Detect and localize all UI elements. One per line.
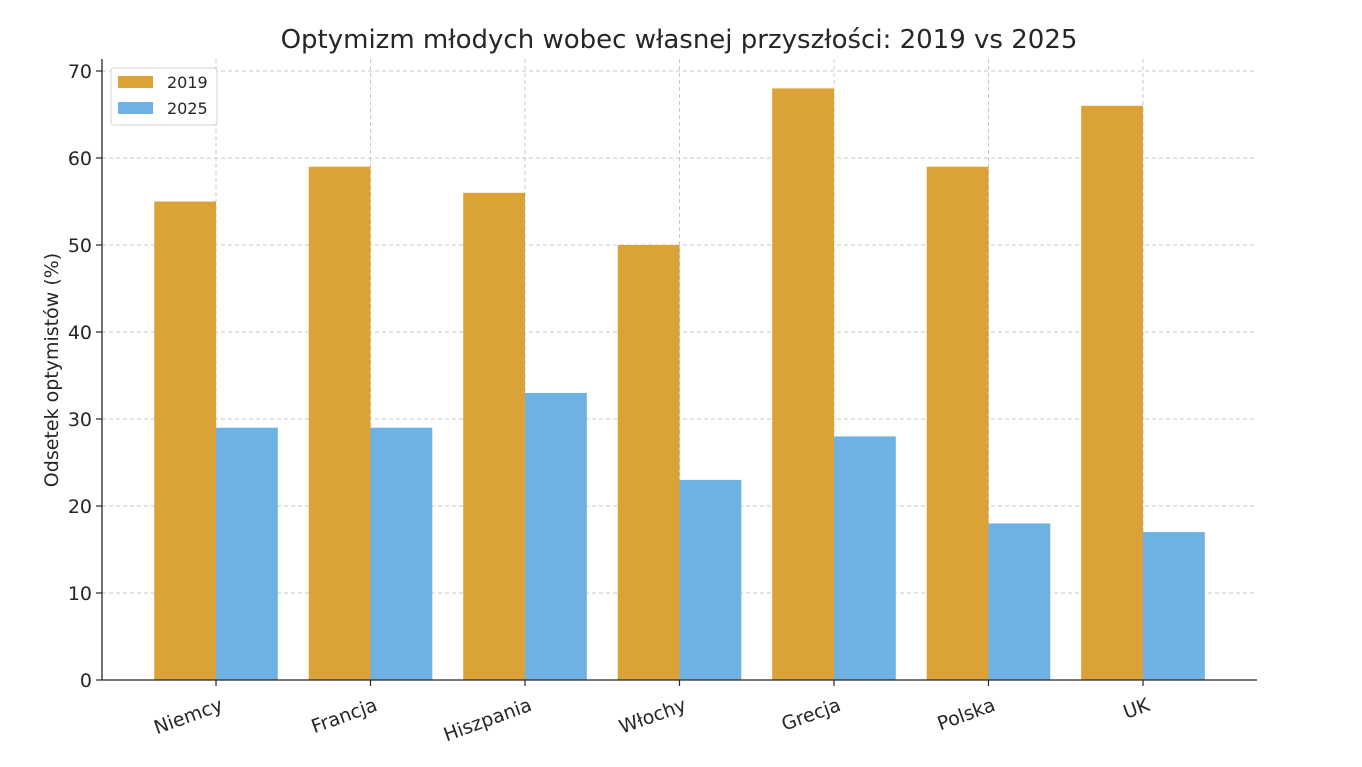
legend-label-2019: 2019 <box>167 73 208 92</box>
bar-2025-uk <box>1142 532 1205 680</box>
bar-2019-polska <box>926 166 989 680</box>
x-tick-label: Niemcy <box>151 694 226 739</box>
bar-2019-francja <box>308 166 371 680</box>
bar-2019-grecja <box>772 88 834 680</box>
chart-title: Optymizm młodych wobec własnej przyszłoś… <box>281 25 1078 55</box>
bar-2025-hiszpania <box>525 392 587 680</box>
bar-2019-niemcy <box>154 201 217 680</box>
legend-swatch-2025 <box>118 102 153 114</box>
x-tick-label: Grecja <box>779 694 844 736</box>
bar-2025-polska <box>988 523 1051 680</box>
bar-2025-grecja <box>833 436 896 680</box>
legend-swatch-2019 <box>118 76 153 88</box>
y-axis-label: Odsetek optymistów (%) <box>41 253 63 487</box>
bar-2025-francja <box>370 427 433 680</box>
y-tick-label: 10 <box>68 583 92 605</box>
y-tick-label: 30 <box>68 409 92 431</box>
x-tick-label: Hiszpania <box>441 694 535 746</box>
y-tick-label: 60 <box>68 148 92 170</box>
y-tick-label: 0 <box>80 670 92 692</box>
bar-2025-niemcy <box>216 427 278 680</box>
x-tick-label: Polska <box>934 694 998 735</box>
y-tick-label: 40 <box>68 322 92 344</box>
bar-2019-włochy <box>617 245 680 680</box>
legend-label-2025: 2025 <box>167 99 208 118</box>
y-tick-label: 20 <box>68 496 92 518</box>
x-tick-label: Francja <box>308 694 380 738</box>
y-tick-label: 50 <box>68 235 92 257</box>
x-tick-label: Włochy <box>616 694 689 738</box>
x-tick-label: UK <box>1120 694 1153 724</box>
bar-2025-włochy <box>679 479 742 680</box>
bar-2019-hiszpania <box>463 192 526 681</box>
y-tick-label: 70 <box>68 61 92 83</box>
bar-2019-uk <box>1081 105 1143 681</box>
legend: 2019 2025 <box>110 67 218 126</box>
